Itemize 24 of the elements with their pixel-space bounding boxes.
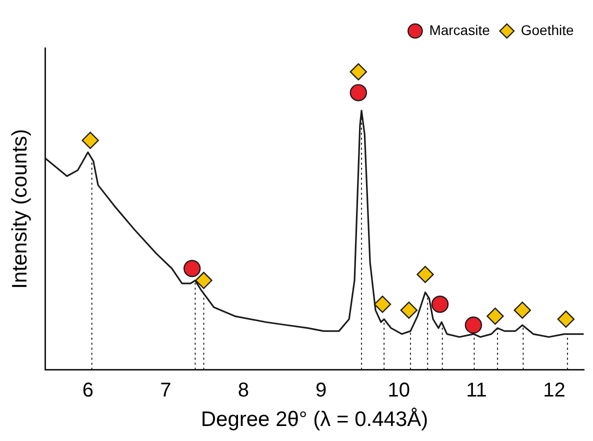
x-tick-label: 8	[238, 379, 249, 402]
y-axis-title: Intensity (counts)	[8, 128, 32, 289]
point	[400, 302, 418, 319]
legend-label: Marcasite	[429, 22, 490, 38]
x-tick-label: 11	[466, 379, 487, 402]
point	[350, 84, 368, 102]
x-tick-label: 12	[543, 379, 566, 402]
legend-label: Goethite	[520, 22, 574, 38]
x-axis-title: Degree 2θ° (λ = 0.443Å)	[200, 407, 428, 432]
x-tick-label: 10	[388, 379, 410, 402]
x-tick-label: 6	[82, 379, 94, 402]
point	[514, 302, 531, 319]
point	[431, 296, 449, 313]
point	[350, 63, 368, 80]
point	[195, 272, 212, 290]
point	[416, 266, 434, 284]
point	[374, 296, 392, 313]
x-tick-label: 9	[316, 379, 327, 402]
point	[464, 316, 482, 334]
x-tick-label: 7	[160, 379, 172, 402]
point	[82, 132, 99, 149]
point	[486, 308, 504, 325]
point	[557, 310, 575, 328]
point	[183, 260, 201, 278]
